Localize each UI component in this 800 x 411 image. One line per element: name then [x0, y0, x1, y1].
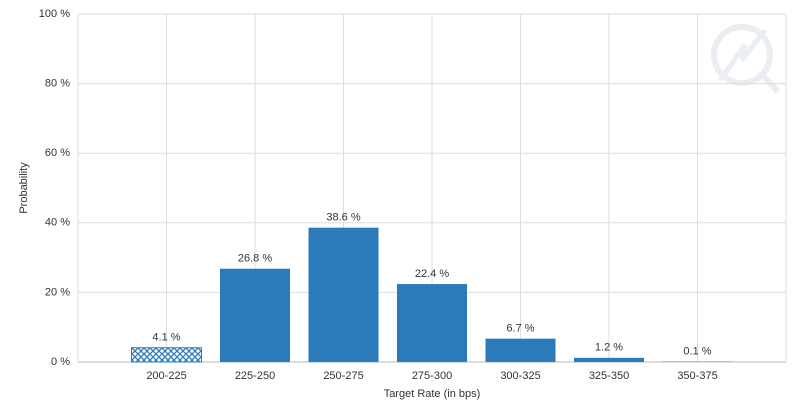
y-tick-label: 20 % [45, 286, 70, 298]
y-tick-label: 40 % [45, 217, 70, 229]
bar [220, 268, 290, 362]
x-tick-label: 225-250 [235, 370, 275, 382]
data-label: 1.2 % [595, 342, 623, 354]
x-axis-label: Target Rate (in bps) [384, 388, 481, 400]
bar [574, 357, 644, 362]
y-tick-label: 100 % [39, 8, 70, 20]
data-label: 38.6 % [326, 212, 360, 224]
y-tick-label: 80 % [45, 78, 70, 90]
data-label: 4.1 % [152, 332, 180, 344]
bar [308, 227, 379, 362]
data-label: 0.1 % [683, 346, 711, 358]
y-tick-label: 60 % [45, 147, 70, 159]
x-tick-label: 250-275 [323, 370, 363, 382]
data-label: 22.4 % [415, 268, 449, 280]
y-tick-label: 0 % [51, 356, 70, 368]
x-tick-label: 275-300 [412, 370, 452, 382]
y-axis-label: Probability [18, 162, 30, 214]
bar [397, 284, 467, 362]
x-tick-label: 200-225 [146, 370, 186, 382]
x-tick-label: 300-325 [500, 370, 540, 382]
watermark [711, 24, 781, 95]
x-tick-label: 350-375 [677, 370, 717, 382]
x-tick-label: 325-350 [589, 370, 629, 382]
data-label: 6.7 % [506, 323, 534, 335]
data-label: 26.8 % [238, 253, 272, 265]
bar [131, 347, 202, 363]
bar [485, 338, 556, 362]
